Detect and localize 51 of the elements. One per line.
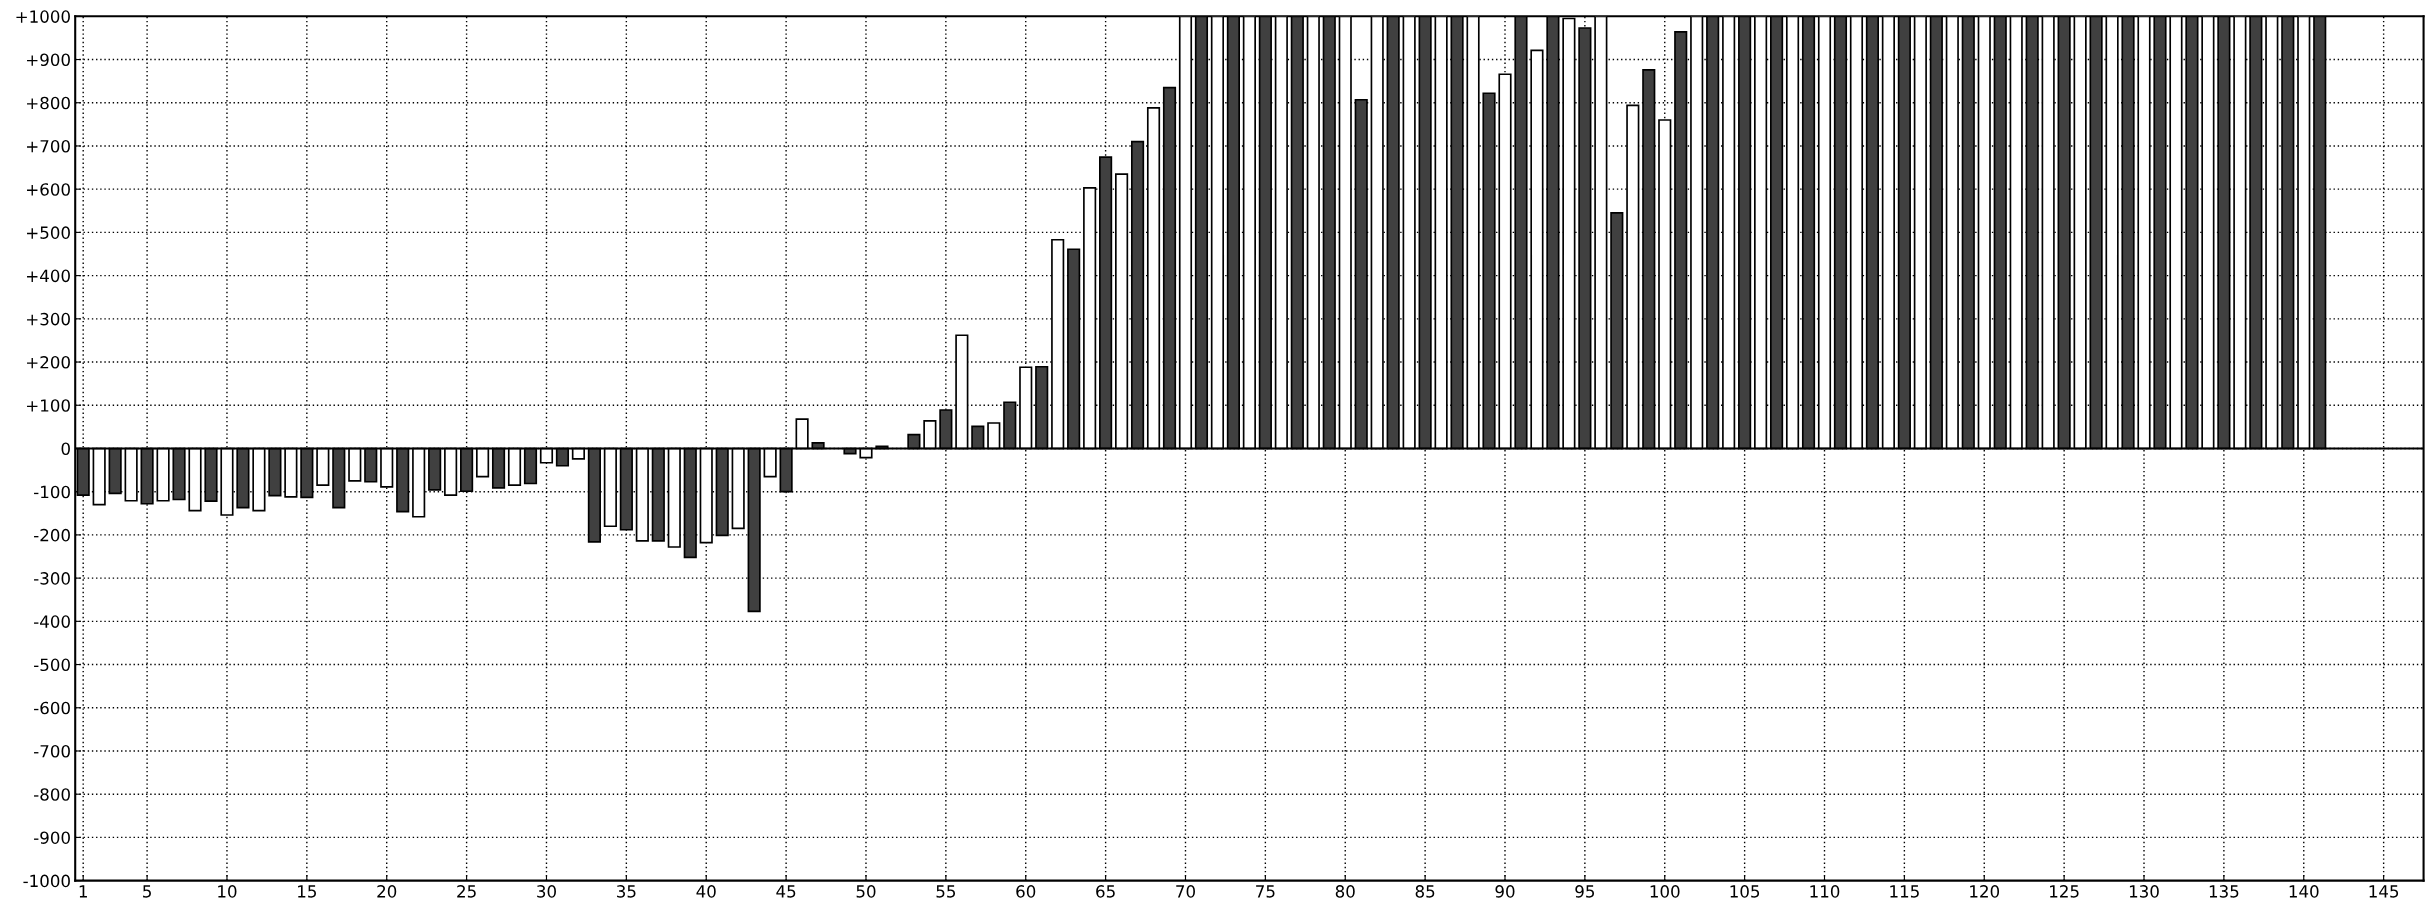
x-tick-label: 85 [1415, 885, 1435, 898]
y-tick-label: -300 [34, 572, 70, 585]
y-tick-label: +900 [27, 53, 70, 67]
y-tick-label: -400 [34, 615, 70, 628]
x-tick-label: 1 [79, 885, 87, 898]
x-tick-label: 40 [696, 885, 716, 898]
x-tick-label: 115 [1890, 885, 1919, 898]
x-tick-label: 50 [856, 885, 876, 898]
y-tick-label: 0 [61, 442, 70, 456]
x-tick-label: 125 [2050, 885, 2079, 898]
y-tick-label: -600 [34, 701, 70, 715]
y-tick-label: -800 [34, 788, 70, 801]
x-tick-label: 5 [143, 885, 151, 898]
x-tick-label: 110 [1810, 885, 1840, 898]
x-tick-label: 75 [1256, 885, 1275, 898]
y-tick-label: -700 [34, 744, 70, 758]
x-tick-label: 55 [936, 885, 956, 898]
x-tick-label: 65 [1096, 885, 1115, 898]
x-tick-label: 120 [1970, 885, 2000, 898]
y-tick-label: +700 [27, 139, 70, 153]
y-tick-label: +400 [27, 269, 70, 283]
y-tick-label: -100 [34, 485, 70, 499]
x-tick-label: 35 [617, 885, 636, 898]
y-tick-label: +100 [27, 399, 70, 412]
x-tick-label: 130 [2129, 885, 2159, 898]
x-tick-label: 140 [2289, 885, 2319, 898]
x-tick-label: 105 [1730, 885, 1760, 898]
x-tick-label: 60 [1016, 885, 1036, 898]
y-tick-label: +600 [27, 183, 70, 196]
x-tick-label: 80 [1335, 885, 1355, 898]
x-tick-label: 25 [457, 885, 476, 898]
x-tick-label: 95 [1575, 885, 1595, 898]
x-tick-label: 30 [537, 885, 556, 898]
x-tick-label: 15 [298, 885, 316, 898]
x-tick-label: 70 [1176, 885, 1195, 898]
y-tick-label: +500 [27, 226, 70, 239]
y-tick-label: -200 [34, 528, 70, 542]
y-tick-label: -1000 [23, 874, 70, 888]
y-tick-label: +200 [27, 356, 70, 369]
x-tick-label: 20 [377, 885, 397, 898]
y-tick-label: -500 [34, 658, 70, 672]
y-tick-label: +800 [27, 96, 70, 110]
x-tick-label: 100 [1650, 885, 1680, 898]
x-tick-label: 10 [218, 885, 237, 898]
y-tick-label: +1000 [16, 10, 70, 23]
y-tick-label: -900 [34, 831, 70, 844]
x-tick-label: 135 [2209, 885, 2239, 898]
y-tick-label: +300 [27, 312, 70, 326]
x-tick-label: 90 [1495, 885, 1515, 898]
x-tick-label: 45 [776, 885, 796, 898]
x-tick-label: 145 [2369, 885, 2399, 898]
